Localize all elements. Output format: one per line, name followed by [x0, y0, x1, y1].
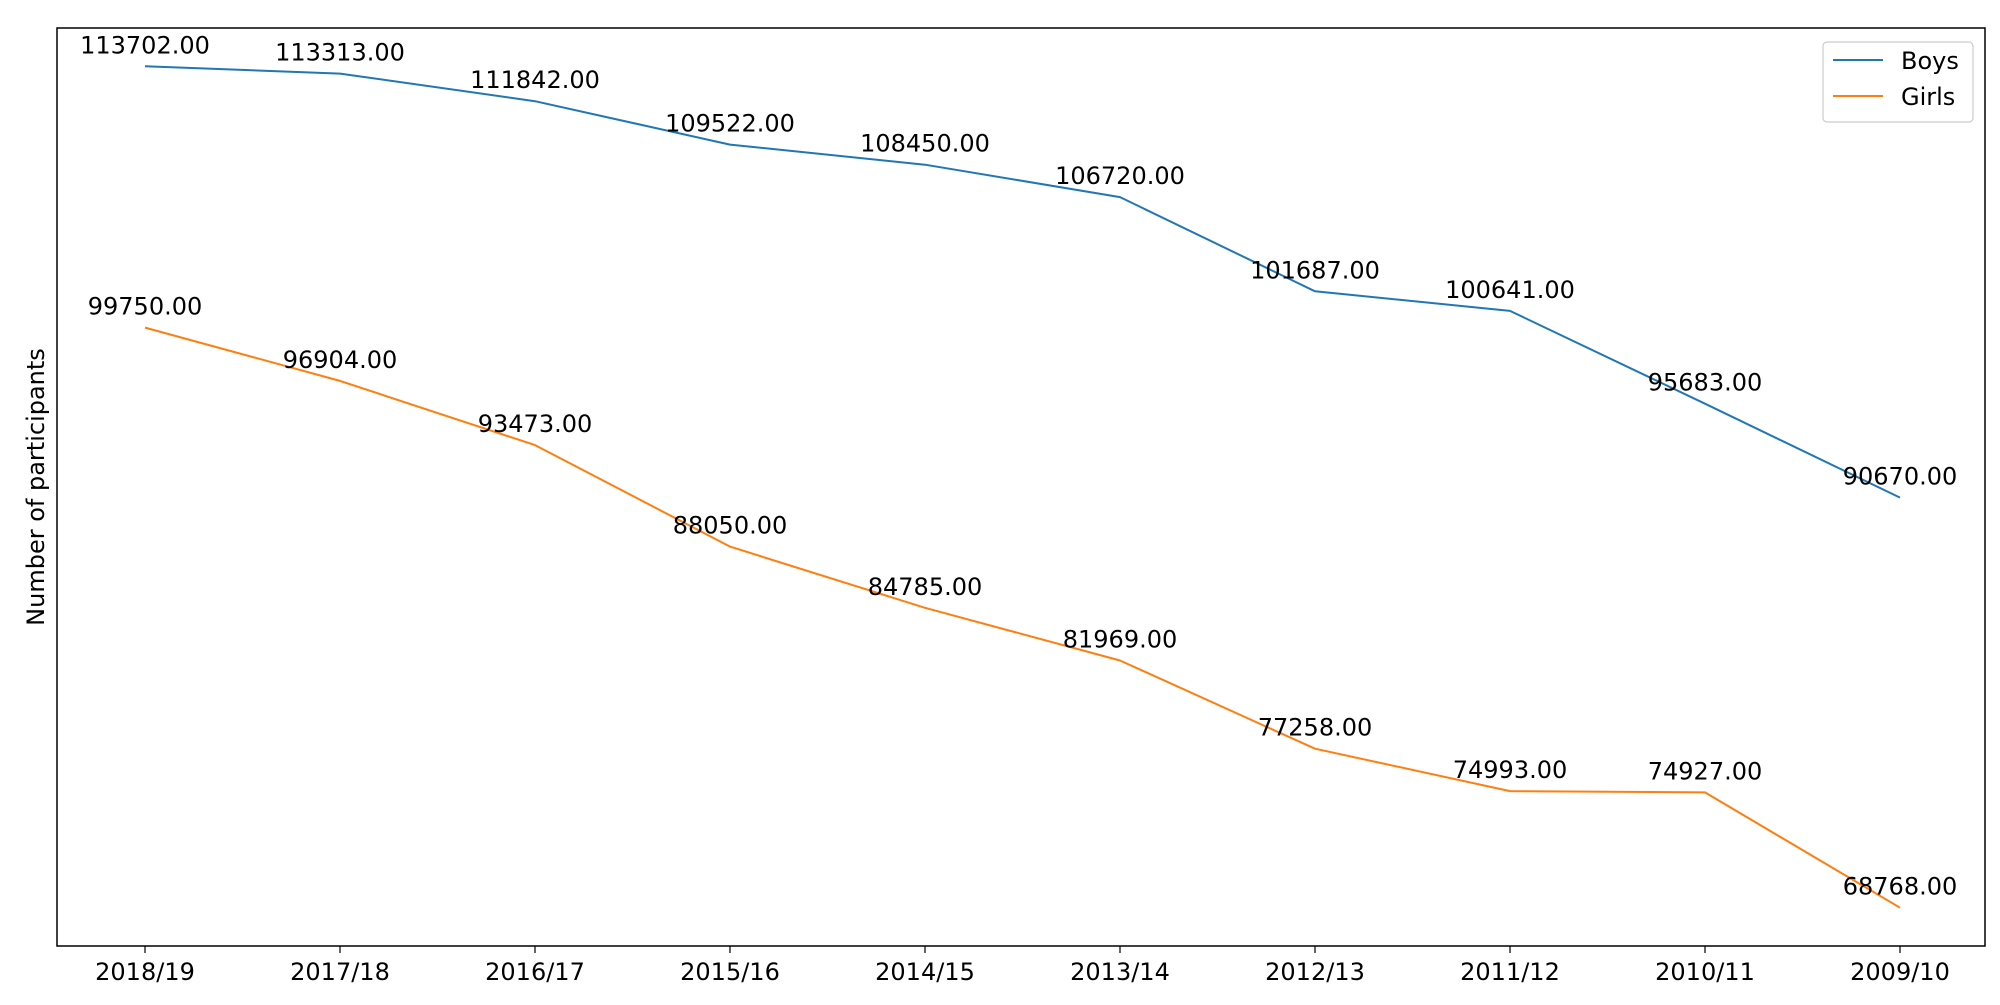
x-tick-label: 2010/11 — [1655, 958, 1755, 986]
series-lines — [144, 65, 1901, 909]
x-tick-label: 2017/18 — [290, 958, 390, 986]
data-label: 81969.00 — [1063, 626, 1178, 654]
series-line-boys — [144, 65, 1901, 499]
data-label: 100641.00 — [1445, 276, 1575, 304]
legend-label-boys: Boys — [1901, 47, 1959, 75]
data-label: 88050.00 — [673, 512, 788, 540]
data-label: 84785.00 — [868, 573, 983, 601]
x-tick-label: 2014/15 — [875, 958, 975, 986]
x-tick-label: 2015/16 — [680, 958, 780, 986]
x-tick-label: 2012/13 — [1265, 958, 1365, 986]
data-label: 113313.00 — [275, 39, 405, 67]
data-label: 68768.00 — [1843, 873, 1958, 901]
data-labels: 113702.00 113313.00 111842.00 109522.00 1084… — [80, 31, 1957, 900]
data-label: 74993.00 — [1453, 756, 1568, 784]
x-tick-label: 2013/14 — [1070, 958, 1170, 986]
data-label: 99750.00 — [88, 293, 203, 321]
data-label: 96904.00 — [283, 346, 398, 374]
x-tick-label: 2018/19 — [95, 958, 195, 986]
data-label: 101687.00 — [1250, 256, 1380, 284]
data-label: 108450.00 — [860, 130, 990, 158]
data-label: 95683.00 — [1648, 369, 1763, 397]
data-label: 111842.00 — [470, 66, 600, 94]
legend: Boys Girls — [1822, 41, 1974, 123]
x-tick-label: 2011/12 — [1460, 958, 1560, 986]
legend-box — [1822, 41, 1974, 123]
data-label: 109522.00 — [665, 110, 795, 138]
x-tick-label: 2016/17 — [485, 958, 585, 986]
data-label: 74927.00 — [1648, 757, 1763, 785]
y-axis-label: Number of participants — [22, 348, 50, 626]
x-tick-label: 2009/10 — [1850, 958, 1950, 986]
series-line-girls — [144, 326, 1901, 909]
data-label: 77258.00 — [1258, 714, 1373, 742]
data-label: 93473.00 — [478, 410, 593, 438]
data-label: 106720.00 — [1055, 162, 1185, 190]
data-label: 113702.00 — [80, 31, 210, 59]
plot-area-frame — [56, 27, 1986, 947]
data-label: 90670.00 — [1843, 463, 1958, 491]
x-axis: 2018/19 2017/18 2016/17 2015/16 2014/15 2013/… — [95, 946, 1950, 986]
legend-label-girls: Girls — [1901, 83, 1955, 111]
